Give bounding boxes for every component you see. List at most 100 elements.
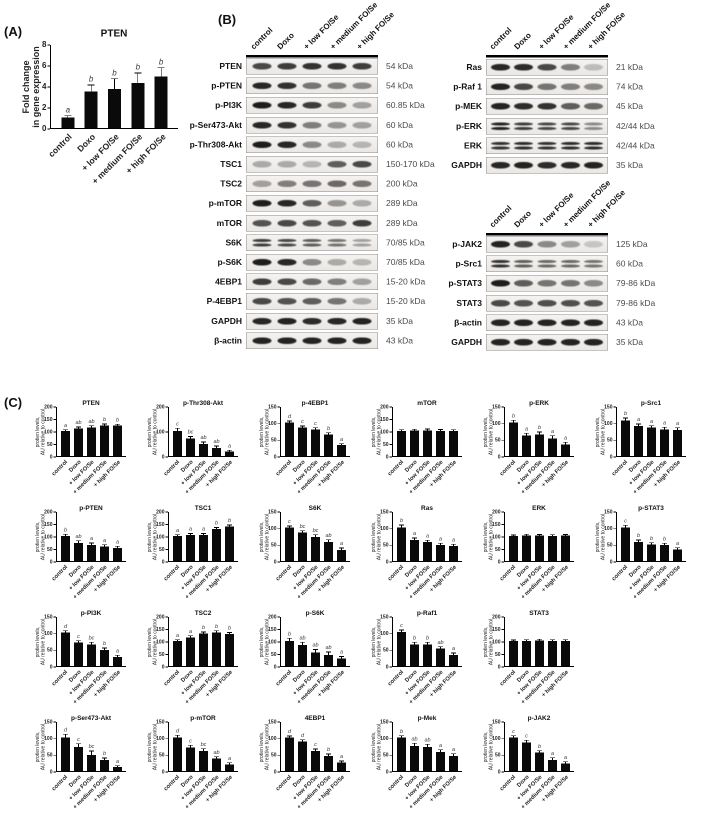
y-tick-mark bbox=[53, 511, 56, 513]
band bbox=[352, 298, 372, 305]
bar bbox=[285, 527, 294, 561]
bar-group bbox=[561, 617, 570, 666]
error-bar-cap bbox=[326, 753, 331, 755]
error-bar-cap bbox=[201, 631, 206, 633]
band bbox=[560, 260, 580, 264]
bar bbox=[423, 747, 432, 771]
panel-a-chart: Fold change in gene expression a b b b b 0 2 4 6 8 P… bbox=[0, 20, 210, 235]
chart-p-Src1: protien levels, AU relative to control b a a… bbox=[590, 398, 702, 503]
bar-group: b bbox=[535, 407, 544, 456]
bar bbox=[199, 751, 208, 771]
kda-label: 125 kDa bbox=[616, 239, 648, 250]
error-bar-cap bbox=[524, 639, 529, 640]
error-bar-stem bbox=[328, 433, 329, 435]
significance-letter: bc bbox=[299, 523, 306, 530]
band bbox=[352, 259, 372, 266]
error-bar-stem bbox=[78, 641, 79, 643]
lane-label: Doxo bbox=[512, 31, 534, 52]
bar-group: b bbox=[634, 512, 643, 561]
bar bbox=[113, 657, 122, 666]
bar-group: a bbox=[61, 407, 70, 456]
bar-group: a bbox=[186, 512, 195, 561]
error-bar-stem bbox=[552, 535, 553, 536]
bar bbox=[311, 652, 320, 666]
y-tick-label: 50 bbox=[46, 752, 53, 759]
bar bbox=[212, 632, 221, 666]
band bbox=[490, 339, 510, 346]
band bbox=[584, 162, 604, 169]
error-bar-stem bbox=[216, 527, 217, 529]
lane-label: control bbox=[249, 26, 275, 52]
plot-area: b ab ab a a bbox=[392, 722, 462, 772]
chart-title: PTEN bbox=[82, 399, 100, 407]
band bbox=[560, 103, 580, 110]
y-tick-mark bbox=[53, 738, 56, 740]
band bbox=[584, 122, 604, 126]
band bbox=[352, 243, 372, 247]
bar bbox=[186, 747, 195, 771]
band-doublet bbox=[560, 260, 580, 268]
bar bbox=[74, 642, 83, 666]
y-tick-mark bbox=[389, 771, 392, 773]
bar bbox=[324, 756, 333, 771]
error-bar-stem bbox=[190, 636, 191, 638]
bar bbox=[61, 536, 70, 561]
band bbox=[514, 280, 534, 287]
error-bar-cap bbox=[175, 427, 180, 429]
blot-strip bbox=[246, 214, 378, 232]
band bbox=[277, 200, 297, 207]
error-bar-stem bbox=[539, 751, 540, 753]
error-bar-stem bbox=[114, 79, 115, 90]
error-bar-cap bbox=[102, 757, 107, 759]
significance-letter: ab bbox=[325, 644, 332, 651]
error-bar-stem bbox=[177, 428, 178, 431]
error-bar-cap bbox=[287, 637, 292, 639]
bar bbox=[535, 535, 544, 561]
bar bbox=[87, 755, 96, 771]
error-bar-stem bbox=[414, 743, 415, 746]
bar-group: ab bbox=[436, 617, 445, 666]
error-bar-cap bbox=[412, 742, 417, 744]
error-bar-stem bbox=[526, 433, 527, 436]
y-tick-mark bbox=[501, 654, 504, 655]
y-tick-label: 0 bbox=[609, 559, 613, 565]
band bbox=[537, 241, 557, 248]
error-bar-cap bbox=[115, 545, 120, 547]
bar bbox=[61, 117, 75, 128]
error-bar-stem bbox=[552, 436, 553, 439]
bar bbox=[522, 640, 531, 666]
bar-group: d bbox=[298, 722, 307, 771]
y-tick-mark bbox=[613, 456, 616, 458]
error-bar-cap bbox=[511, 534, 516, 536]
significance-letter: a bbox=[636, 416, 641, 423]
band-doublet bbox=[277, 238, 297, 247]
protein-label: P-4EBP1 bbox=[206, 296, 242, 307]
error-bar-stem bbox=[91, 642, 92, 645]
chart-title: p-Src1 bbox=[640, 399, 662, 407]
kda-label: 70/85 kDa bbox=[386, 237, 425, 248]
kda-label: 43 kDa bbox=[386, 335, 413, 346]
bar bbox=[509, 737, 518, 771]
error-bar-stem bbox=[453, 754, 454, 756]
error-bar-cap bbox=[64, 115, 72, 117]
band bbox=[584, 299, 604, 307]
error-bar-cap bbox=[313, 649, 318, 650]
band bbox=[327, 180, 347, 188]
kda-label: 79-86 kDa bbox=[616, 278, 656, 289]
y-tick-label: 150 bbox=[156, 719, 165, 725]
kda-label: 60 kDa bbox=[386, 120, 413, 130]
significance-letter: c bbox=[624, 517, 627, 524]
y-tick-label: 100 bbox=[156, 735, 165, 742]
bar bbox=[410, 430, 419, 456]
y-tick-mark bbox=[613, 561, 616, 563]
y-tick-mark bbox=[277, 754, 280, 756]
error-bar-cap bbox=[511, 639, 516, 641]
bar bbox=[212, 529, 221, 561]
significance-letter: ab bbox=[200, 434, 207, 441]
y-tick-label: 100 bbox=[492, 639, 501, 645]
error-bar-stem bbox=[67, 116, 69, 118]
error-bar-cap bbox=[563, 761, 568, 763]
bar bbox=[199, 633, 208, 666]
significance-letter: b bbox=[102, 416, 107, 423]
error-bar-cap bbox=[511, 419, 516, 421]
